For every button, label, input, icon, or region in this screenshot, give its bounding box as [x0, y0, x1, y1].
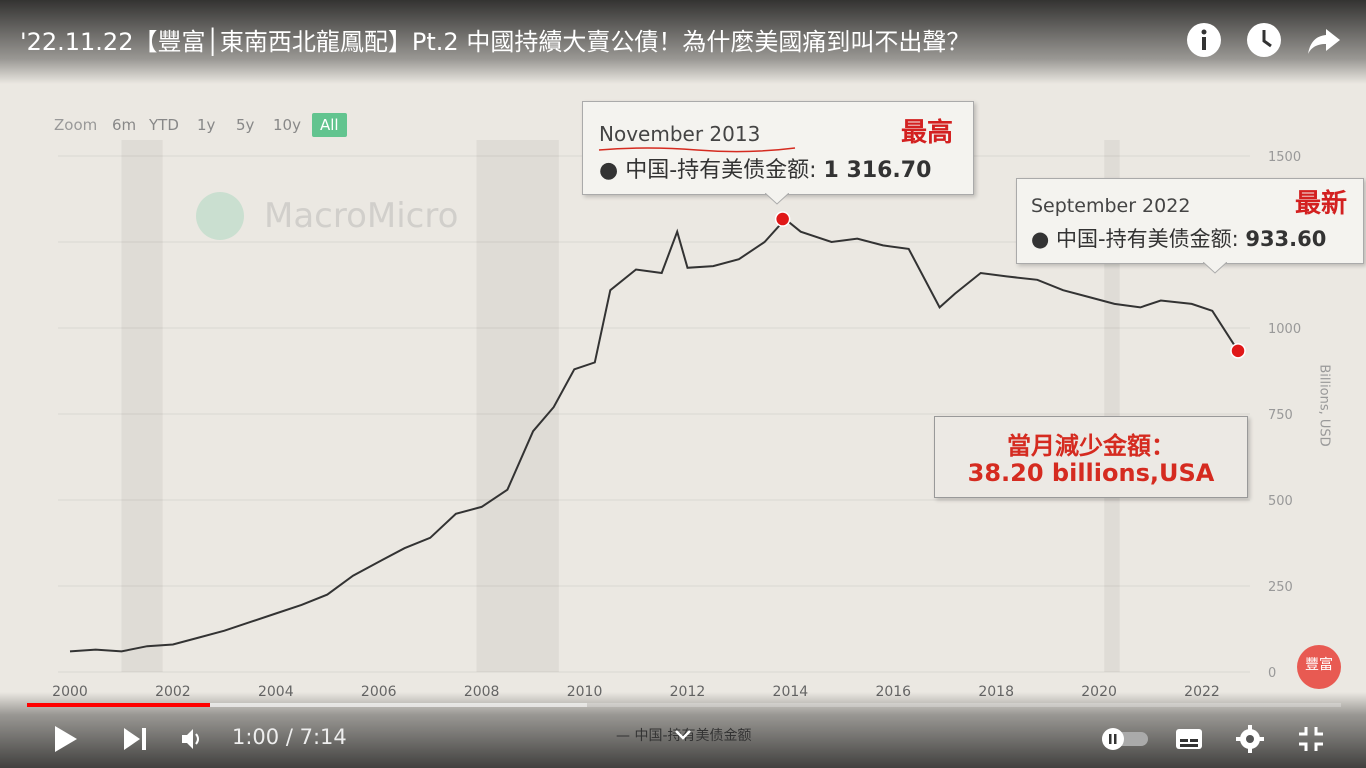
recession-band: [1104, 140, 1120, 672]
monthly-decrease-callout: 當月減少金額： 38.20 billions,USA: [934, 416, 1248, 498]
tooltip-high-value: 1 316.70: [823, 158, 932, 183]
tooltip-latest-date: September 2022: [1031, 195, 1191, 217]
chevron-down-icon[interactable]: [674, 728, 692, 742]
macromicro-logo-icon: [196, 192, 244, 240]
subtitles-icon[interactable]: [1174, 726, 1204, 752]
y-tick-label: 250: [1268, 580, 1293, 595]
zoom-label: Zoom: [54, 116, 98, 134]
video-title-bar: [0, 0, 1366, 84]
tooltip-pointer: [765, 193, 789, 205]
tooltip-latest-tag: 最新: [1295, 189, 1348, 219]
volume-icon[interactable]: [180, 727, 206, 751]
tooltip-latest-value: 933.60: [1245, 227, 1327, 251]
share-icon[interactable]: [1304, 20, 1344, 60]
play-icon[interactable]: [52, 724, 80, 754]
range-button-6m[interactable]: 6m: [112, 116, 137, 134]
y-tick-label: 1500: [1268, 150, 1301, 165]
progress-bar[interactable]: [27, 703, 1341, 707]
range-button-ytd[interactable]: YTD: [149, 116, 179, 134]
y-tick-label: 750: [1268, 408, 1293, 423]
time-display: 1:00 / 7:14: [232, 725, 347, 749]
range-button-1y[interactable]: 1y: [197, 116, 216, 134]
range-button-5y[interactable]: 5y: [236, 116, 255, 134]
clock-icon[interactable]: [1244, 20, 1284, 60]
highlight-point[interactable]: [1230, 343, 1246, 359]
recession-band: [476, 140, 559, 672]
video-title[interactable]: '22.11.22【豐富│東南西北龍鳳配】Pt.2 中國持續大賣公債！為什麼美國…: [20, 28, 971, 56]
y-tick-label: 500: [1268, 494, 1293, 509]
y-tick-label: 1000: [1268, 322, 1301, 337]
exit-fullscreen-icon[interactable]: [1297, 725, 1325, 753]
y-axis-label: Billions, USD: [1316, 364, 1332, 447]
range-button-10y[interactable]: 10y: [273, 116, 301, 134]
tooltip-latest: September 2022 ● 中国-持有美债金额: 933.60 最新: [1016, 178, 1364, 274]
tooltip-latest-label: ● 中国-持有美债金额:: [1031, 227, 1246, 251]
chart-legend[interactable]: — 中国-持有美债金额: [616, 725, 752, 745]
recession-band: [121, 140, 163, 672]
autoplay-toggle-icon[interactable]: [1100, 726, 1150, 752]
tooltip-high-tag: 最高: [901, 118, 954, 148]
legend-series-name: 中国-持有美债金额: [634, 728, 752, 744]
range-button-all[interactable]: All: [312, 113, 347, 137]
next-icon[interactable]: [122, 726, 148, 752]
buffered-bar: [27, 703, 587, 707]
series-line: [69, 217, 1239, 653]
info-icon[interactable]: [1184, 20, 1224, 60]
callout-line1: 當月減少金額：: [1007, 432, 1175, 460]
watermark: MacroMicro: [264, 196, 459, 236]
tooltip-pointer: [1203, 262, 1227, 274]
played-bar: [27, 703, 210, 707]
callout-line2: 38.20 billions,USA: [967, 459, 1215, 487]
tooltip-high-label: ● 中国-持有美债金额:: [599, 158, 824, 183]
tooltip-high-date: November 2013: [599, 122, 761, 146]
y-tick-label: 0: [1268, 666, 1276, 681]
channel-badge[interactable]: 豐富: [1297, 645, 1341, 689]
highlight-point[interactable]: [774, 211, 791, 227]
tooltip-high: November 2013 ● 中国-持有美债金额: 1 316.70 最高: [582, 101, 974, 205]
legend-swatch: —: [616, 728, 635, 744]
settings-gear-icon[interactable]: [1236, 725, 1264, 753]
red-underline: [598, 147, 796, 153]
